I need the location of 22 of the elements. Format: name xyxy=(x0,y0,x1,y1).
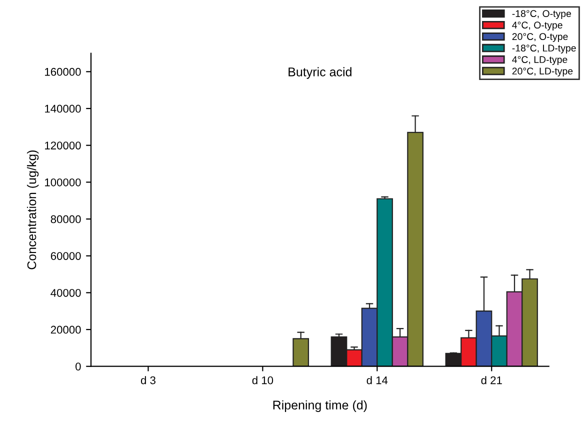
x-tick-label: d 10 xyxy=(252,376,274,384)
legend-label: -18°C, O-type xyxy=(512,10,571,19)
y-tick-label: 160000 xyxy=(45,68,81,76)
y-axis-title: Concentration (ug/kg) xyxy=(26,150,39,270)
x-tick-label: d 3 xyxy=(140,376,156,384)
y-tick-label: 140000 xyxy=(45,104,81,113)
legend-label: 4°C, LD-type xyxy=(512,56,568,65)
y-tick-label: 60000 xyxy=(50,252,81,260)
y-tick-label: 0 xyxy=(76,362,81,370)
legend-label: -18°C, LD-type xyxy=(512,44,576,54)
y-tick-label: 40000 xyxy=(50,288,81,297)
y-tick-label: 100000 xyxy=(45,178,81,186)
y-tick-label: 120000 xyxy=(45,142,81,150)
legend-label: 20°C, O-type xyxy=(512,33,568,42)
y-tick-label: 80000 xyxy=(50,215,81,224)
x-tick-label: d 21 xyxy=(481,376,502,384)
x-tick-label: d 14 xyxy=(366,376,388,384)
legend-label: 4°C, O-type xyxy=(512,22,562,30)
legend-label: 20°C, LD-type xyxy=(512,68,573,76)
y-tick-label: 20000 xyxy=(50,326,81,334)
text: Butyric acid xyxy=(288,67,352,79)
x-axis-title: Ripening time (d) xyxy=(273,400,367,412)
